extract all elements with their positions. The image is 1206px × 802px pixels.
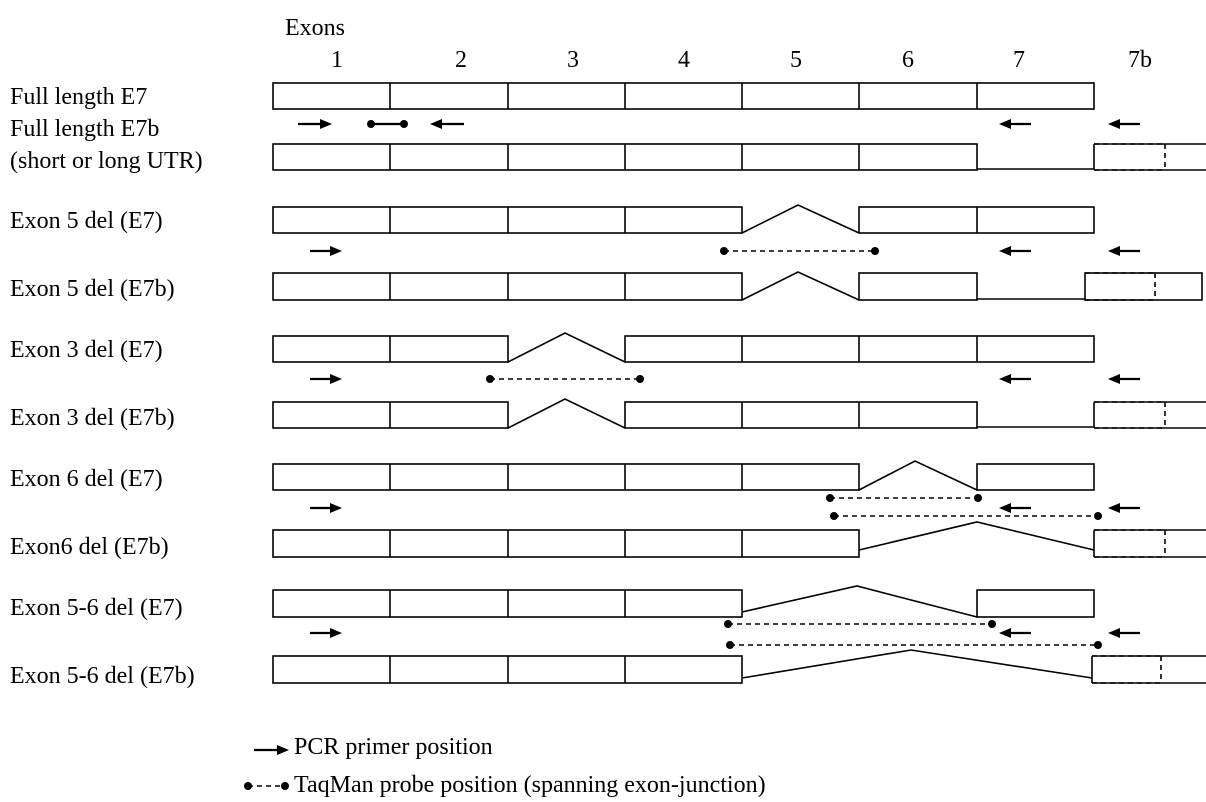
transcript-exon3-del-e7 — [272, 332, 1095, 363]
primer-probe-set-exon6-del — [310, 494, 1140, 520]
exon-column-2: 2 — [455, 47, 467, 73]
reverse-primer-arrow — [999, 119, 1031, 129]
reverse-primer-arrow — [999, 503, 1031, 513]
reverse-primer-arrow — [1108, 119, 1140, 129]
forward-primer-arrow — [298, 119, 332, 129]
transcript-full-length-e7 — [272, 82, 1095, 110]
reverse-primer-arrow — [999, 628, 1031, 638]
transcript-exon5-6-del-e7b — [272, 649, 1206, 684]
primer-probe-set-exon5-6-del — [310, 620, 1140, 649]
row-label-utr-note: (short or long UTR) — [10, 148, 203, 174]
primer-probe-set-exon3-del — [310, 374, 1140, 384]
forward-primer-arrow — [310, 503, 342, 513]
exon-column-1: 1 — [331, 47, 343, 73]
legend-probe-label: TaqMan probe position (spanning exon-jun… — [294, 772, 766, 798]
transcript-exon5-del-e7b — [272, 271, 1203, 301]
transcript-exon6-del-e7b — [272, 521, 1206, 558]
row-label-exon5-6-del-e7: Exon 5-6 del (E7) — [10, 595, 183, 621]
taqman-probe — [367, 120, 408, 128]
taqman-probe — [486, 375, 644, 383]
primer-probe-set-exon5-del — [310, 246, 1140, 256]
row-label-exon6-del-e7: Exon 6 del (E7) — [10, 466, 163, 492]
taqman-probe — [830, 512, 1102, 520]
taqman-probe — [724, 620, 996, 628]
reverse-primer-arrow — [999, 246, 1031, 256]
row-label-exon3-del-e7b: Exon 3 del (E7b) — [10, 405, 175, 431]
reverse-primer-arrow — [1108, 503, 1140, 513]
legend-primer-arrow-icon — [254, 745, 289, 755]
exon-column-4: 4 — [678, 47, 690, 73]
exon-column-7: 7 — [1013, 47, 1025, 73]
exon-column-7b: 7b — [1128, 47, 1152, 73]
taqman-probe — [826, 494, 982, 502]
reverse-primer-arrow — [999, 374, 1031, 384]
row-label-exon5-6-del-e7b: Exon 5-6 del (E7b) — [10, 663, 195, 689]
reverse-primer-arrow — [430, 119, 464, 129]
row-label-exon3-del-e7: Exon 3 del (E7) — [10, 337, 163, 363]
reverse-primer-arrow — [1108, 246, 1140, 256]
row-label-exon5-del-e7: Exon 5 del (E7) — [10, 208, 163, 234]
exons-header: Exons — [285, 15, 345, 41]
reverse-primer-arrow — [1108, 628, 1140, 638]
row-label-full-length-e7b: Full length E7b — [10, 116, 159, 142]
exon-column-3: 3 — [567, 47, 579, 73]
primer-probe-set-full-length — [298, 119, 1140, 129]
exon-column-6: 6 — [902, 47, 914, 73]
forward-primer-arrow — [310, 628, 342, 638]
forward-primer-arrow — [310, 374, 342, 384]
taqman-probe — [720, 247, 879, 255]
transcript-exon5-del-e7 — [272, 204, 1095, 234]
legend: PCR primer position TaqMan probe positio… — [244, 734, 766, 798]
row-label-full-length-e7: Full length E7 — [10, 84, 147, 110]
transcript-full-length-e7b — [272, 143, 1206, 171]
transcript-exon6-del-e7 — [272, 460, 1095, 491]
legend-probe-icon — [244, 782, 289, 790]
row-label-exon5-del-e7b: Exon 5 del (E7b) — [10, 276, 175, 302]
row-label-exon6-del-e7b: Exon6 del (E7b) — [10, 534, 169, 560]
taqman-probe — [726, 641, 1102, 649]
forward-primer-arrow — [310, 246, 342, 256]
transcript-exon5-6-del-e7 — [272, 585, 1095, 618]
legend-primer-label: PCR primer position — [294, 734, 493, 760]
transcript-exon3-del-e7b — [272, 398, 1206, 429]
reverse-primer-arrow — [1108, 374, 1140, 384]
exon-column-5: 5 — [790, 47, 802, 73]
